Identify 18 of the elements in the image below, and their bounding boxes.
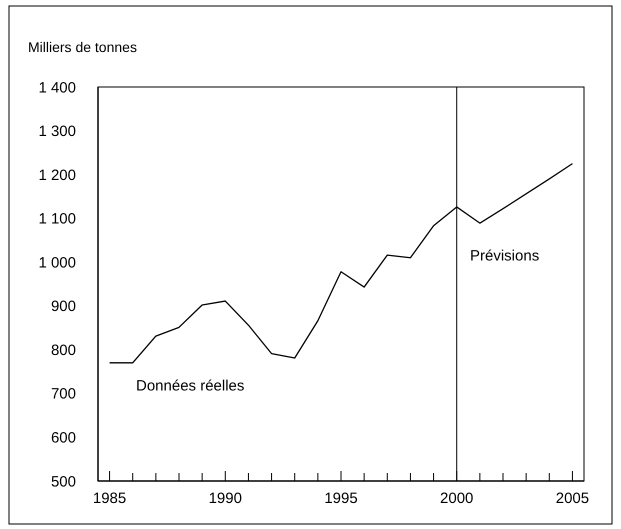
y-tick-label: 800 (50, 342, 76, 359)
y-tick-label: 1 400 (38, 79, 76, 96)
y-tick-label: 1 200 (38, 166, 76, 184)
y-axis-title: Milliers de tonnes (28, 39, 137, 55)
annotation: Données réelles (136, 377, 244, 394)
x-tick-label: 2005 (556, 490, 590, 507)
x-tick-label: 2000 (440, 490, 474, 507)
y-tick-label: 1 100 (38, 210, 76, 228)
x-tick-label: 1985 (92, 490, 126, 507)
y-tick-label: 500 (50, 473, 76, 490)
x-tick-label: 1990 (208, 490, 242, 507)
y-tick-label: 1 000 (38, 254, 76, 272)
y-tick-label: 1 300 (38, 123, 76, 140)
y-tick-label: 700 (50, 386, 76, 403)
annotation: Prévisions (470, 247, 540, 264)
x-tick-label: 1995 (324, 490, 358, 507)
y-tick-label: 900 (50, 298, 76, 316)
y-tick-label: 600 (50, 429, 76, 446)
